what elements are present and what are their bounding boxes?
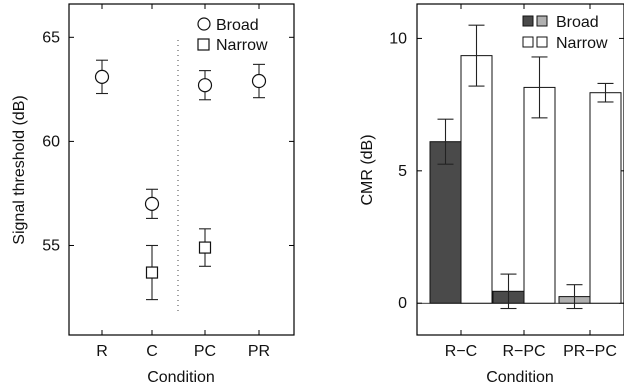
narrow-bar: [460, 55, 493, 304]
narrow-bar: [589, 92, 622, 304]
right-x-axis-title: Condition: [486, 369, 554, 386]
left-x-tick-label: PC: [194, 343, 216, 360]
legend-swatch-broad-light: [536, 15, 548, 27]
broad-point: [251, 73, 267, 89]
left-x-axis-title: Condition: [147, 369, 215, 386]
legend-label-narrow: Narrow: [216, 37, 268, 54]
right-y-tick-label: 10: [389, 30, 407, 47]
left-y-axis-title: Signal threshold (dB): [11, 95, 28, 244]
left-x-tick-label: C: [146, 343, 158, 360]
right-plot-frame: [416, 3, 624, 336]
legend-circle-marker: [197, 17, 211, 31]
legend-label-broad: Broad: [556, 14, 599, 31]
legend-swatch-narrow-a: [522, 36, 534, 48]
right-legend: Broad Narrow: [522, 14, 608, 52]
left-x-tick-label: R: [96, 343, 108, 360]
broad-point: [197, 78, 213, 93]
left-plot-frame: [68, 3, 295, 336]
right-x-tick-label: R−C: [445, 343, 477, 360]
left-y-tick-label: 55: [42, 237, 60, 254]
narrow-bar: [523, 86, 556, 304]
broad-point: [144, 196, 160, 211]
right-y-tick-label: 5: [398, 163, 407, 180]
narrow-point: [145, 266, 159, 279]
right-y-axis-title: CMR (dB): [359, 134, 376, 205]
left-legend: Broad Narrow: [197, 17, 268, 54]
left-y-tick-label: 60: [42, 133, 60, 150]
left-y-tick-label: 65: [42, 29, 60, 46]
legend-square-marker: [197, 38, 210, 51]
left-panel: 55 60 65 R C PC PR Broad Narrow Signal thresh…: [11, 3, 295, 386]
right-x-tick-label: PR−PC: [563, 343, 617, 360]
legend-label-narrow: Narrow: [556, 35, 608, 52]
broad-point: [94, 69, 110, 84]
legend-swatch-narrow-b: [536, 36, 548, 48]
right-x-tick-label: R−PC: [502, 343, 545, 360]
narrow-point: [198, 241, 212, 254]
legend-label-broad: Broad: [216, 17, 259, 34]
legend-swatch-broad-dark: [522, 15, 534, 27]
right-y-tick-label: 0: [398, 295, 407, 312]
left-x-tick-label: PR: [248, 343, 270, 360]
broad-bar: [429, 141, 462, 304]
